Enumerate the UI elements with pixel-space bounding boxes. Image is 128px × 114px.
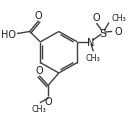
Text: CH₃: CH₃ — [32, 104, 46, 113]
Text: O: O — [93, 13, 100, 22]
Text: O: O — [35, 65, 43, 75]
Text: O: O — [44, 96, 52, 106]
Text: CH₃: CH₃ — [111, 14, 126, 22]
Text: HO: HO — [1, 29, 16, 39]
Text: O: O — [35, 11, 43, 21]
Text: N: N — [87, 38, 95, 47]
Text: S: S — [99, 28, 106, 38]
Text: O: O — [114, 27, 122, 37]
Text: CH₃: CH₃ — [86, 53, 101, 62]
